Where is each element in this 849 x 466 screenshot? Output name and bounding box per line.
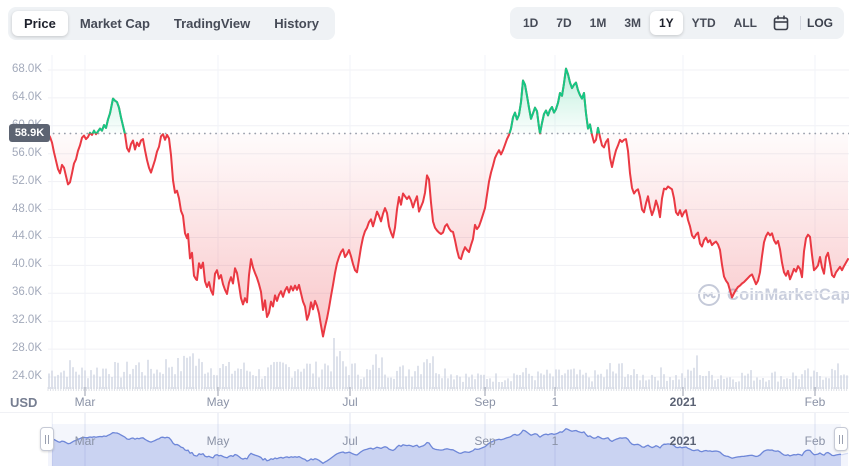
y-axis-label: 36.0K: [11, 286, 42, 299]
watermark: CoinMarketCap: [697, 283, 849, 307]
x-axis-label: Jul: [342, 395, 358, 409]
navigator-label: Sep: [474, 434, 496, 448]
y-axis-label: 24.0K: [11, 370, 42, 382]
navigator-label: 1: [551, 434, 559, 448]
chart-type-tabs: Price Market Cap TradingView History: [8, 7, 336, 40]
horizontal-gridlines: [48, 69, 849, 378]
log-scale-toggle[interactable]: LOG: [807, 16, 833, 30]
calendar-button[interactable]: [766, 12, 796, 34]
x-axis-ticks: [47, 387, 848, 396]
tab-1d[interactable]: 1D: [522, 16, 539, 30]
y-axis-label: 44.0K: [11, 230, 42, 243]
navigator-label: Mar: [74, 434, 96, 448]
navigator-left-handle[interactable]: [40, 427, 54, 451]
range-navigator[interactable]: [0, 412, 849, 466]
x-axis-label: Mar: [74, 395, 96, 409]
watermark-text: CoinMarketCap: [727, 285, 849, 304]
navigator-right-handle[interactable]: [834, 427, 848, 451]
y-axis-label: 48.0K: [11, 202, 42, 215]
x-axis-label: Feb: [804, 395, 826, 409]
x-axis-label: 2021: [669, 395, 697, 409]
volume-bars: [48, 338, 848, 389]
range-tabs: 1D 7D 1M 3M 1Y YTD ALL: [514, 11, 766, 35]
tab-price[interactable]: Price: [12, 11, 68, 36]
currency-label: USD: [10, 395, 38, 410]
tab-all[interactable]: ALL: [733, 16, 757, 30]
tab-1m[interactable]: 1M: [589, 16, 607, 30]
coinmarketcap-logo: [698, 284, 720, 306]
y-axis-label: 64.0K: [11, 90, 42, 103]
x-axis-label: May: [206, 395, 230, 409]
tab-1y[interactable]: 1Y: [649, 11, 683, 35]
vertical-gridlines: [51, 55, 816, 389]
tab-market-cap[interactable]: Market Cap: [79, 16, 150, 31]
tab-7d[interactable]: 7D: [556, 16, 572, 30]
y-axis-label: 56.0K: [11, 146, 42, 159]
x-axis-label: 1: [551, 395, 559, 409]
y-axis-label: 52.0K: [11, 174, 42, 187]
x-axis-label: Sep: [474, 395, 496, 409]
y-axis-label: 28.0K: [11, 342, 42, 355]
navigator-label: 2021: [669, 434, 697, 448]
toolbar-divider: [800, 16, 801, 30]
navigator-label: Jul: [342, 434, 358, 448]
y-axis-label: 32.0K: [11, 314, 42, 327]
calendar-icon: [773, 15, 789, 31]
y-axis-label: 68.0K: [11, 63, 42, 75]
tab-tradingview[interactable]: TradingView: [173, 16, 251, 31]
tab-ytd[interactable]: YTD: [691, 16, 716, 30]
y-axis-label: 40.0K: [11, 258, 42, 271]
tab-history[interactable]: History: [274, 16, 320, 31]
current-price-badge: 58.9K: [9, 124, 50, 142]
tab-3m[interactable]: 3M: [624, 16, 641, 30]
navigator-label: May: [206, 434, 230, 448]
navigator-label: Feb: [804, 434, 826, 448]
range-toolbar: 1D 7D 1M 3M 1Y YTD ALL LOG: [509, 7, 844, 39]
